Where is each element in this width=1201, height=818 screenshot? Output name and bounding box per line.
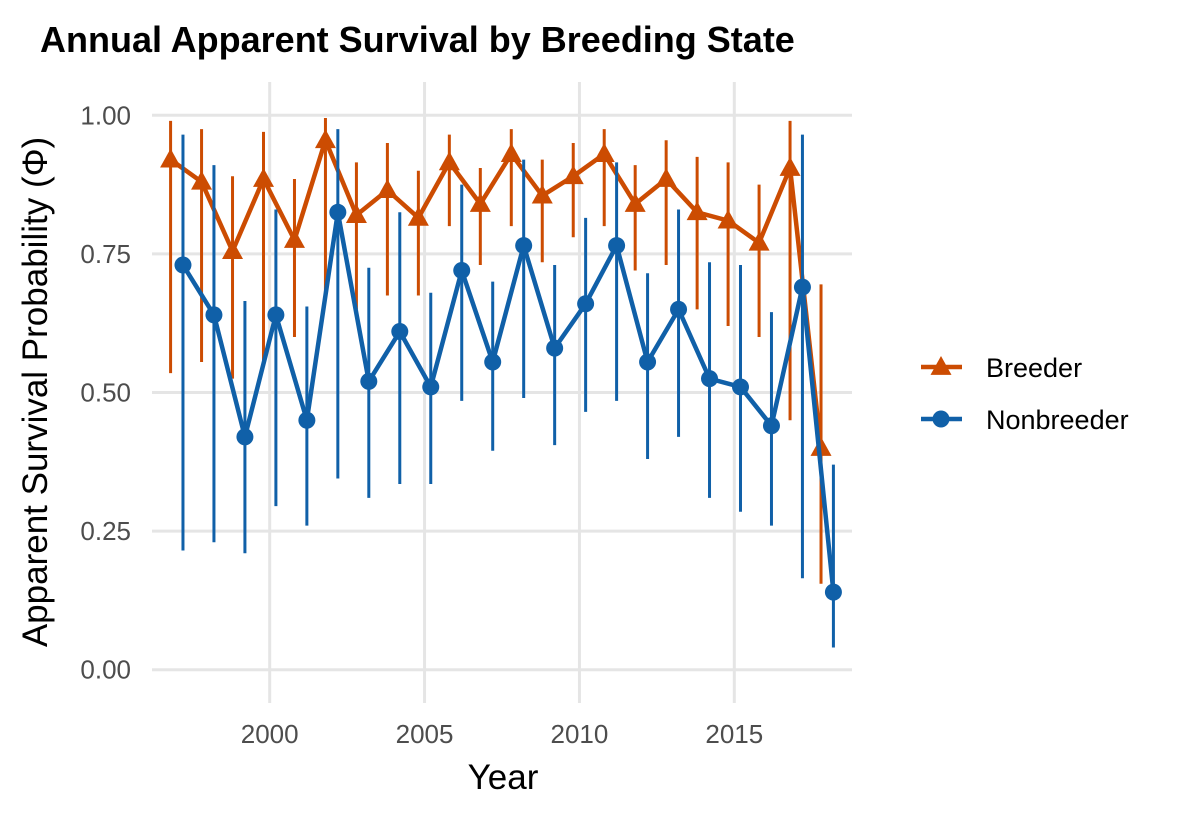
x-tick-label: 2015 [705,719,763,749]
point-breeder [500,143,522,162]
point-breeder [469,192,491,212]
point-breeder [562,165,584,185]
x-tick-labels: 2000 2005 2010 2015 [241,719,763,749]
point-nonbreeder [329,203,347,221]
y-tick-label: 0.75 [80,239,131,269]
point-nonbreeder [670,300,688,318]
series-breeder [160,118,832,584]
point-breeder [191,170,213,190]
point-breeder [160,148,182,168]
y-tick-label: 0.00 [80,655,131,685]
point-breeder [283,228,305,248]
chart-title: Annual Apparent Survival by Breeding Sta… [40,19,795,60]
point-nonbreeder [422,378,440,396]
point-breeder [593,143,615,162]
point-breeder [748,231,770,251]
point-breeder [314,129,336,149]
x-tick-label: 2000 [241,719,299,749]
point-nonbreeder [453,262,471,280]
series-nonbreeder [174,129,842,648]
point-breeder [345,204,367,223]
point-nonbreeder [236,428,254,446]
point-breeder [438,151,460,171]
x-tick-label: 2005 [396,719,454,749]
legend-label-breeder: Breeder [986,353,1082,383]
y-tick-label: 0.50 [80,378,131,408]
point-nonbreeder [360,372,378,390]
point-nonbreeder [391,323,409,341]
legend-item-breeder: Breeder [921,353,1082,383]
x-tick-label: 2010 [551,719,609,749]
legend-item-nonbreeder: Nonbreeder [921,405,1129,435]
legend-label-nonbreeder: Nonbreeder [986,405,1129,435]
series-line-nonbreeder [181,210,836,593]
y-tick-labels: 0.00 0.25 0.50 0.75 1.00 [80,100,131,684]
point-breeder [376,179,398,198]
point-breeder [717,209,739,229]
legend-key-marker-breeder [930,355,952,375]
point-breeder [222,240,244,259]
point-nonbreeder [731,378,749,396]
point-nonbreeder [701,370,719,388]
point-breeder [531,184,553,204]
series-layer [160,118,842,648]
point-nonbreeder [793,278,811,296]
x-axis-title: Year [468,758,539,797]
plot-area [152,82,852,703]
point-breeder [779,156,801,176]
y-tick-label: 0.25 [80,516,131,546]
point-nonbreeder [298,411,316,429]
point-nonbreeder [608,237,626,255]
point-nonbreeder [205,306,223,324]
point-breeder [686,201,708,221]
point-breeder [810,436,832,456]
y-tick-label: 1.00 [80,100,131,130]
legend-key-marker-nonbreeder [932,410,950,428]
series-line-breeder [169,137,824,449]
y-axis-title: Apparent Survival Probability (Φ) [16,137,55,647]
point-breeder [407,206,429,226]
point-nonbreeder [577,295,595,313]
point-breeder [655,168,677,187]
point-nonbreeder [515,237,533,255]
point-nonbreeder [267,306,285,324]
point-nonbreeder [762,417,780,435]
point-nonbreeder [546,339,564,357]
point-breeder [624,192,646,212]
point-nonbreeder [174,256,192,274]
point-nonbreeder [824,583,842,601]
point-breeder [253,168,275,187]
legend: Breeder Nonbreeder [921,353,1129,435]
point-nonbreeder [639,353,657,371]
point-nonbreeder [484,353,502,371]
